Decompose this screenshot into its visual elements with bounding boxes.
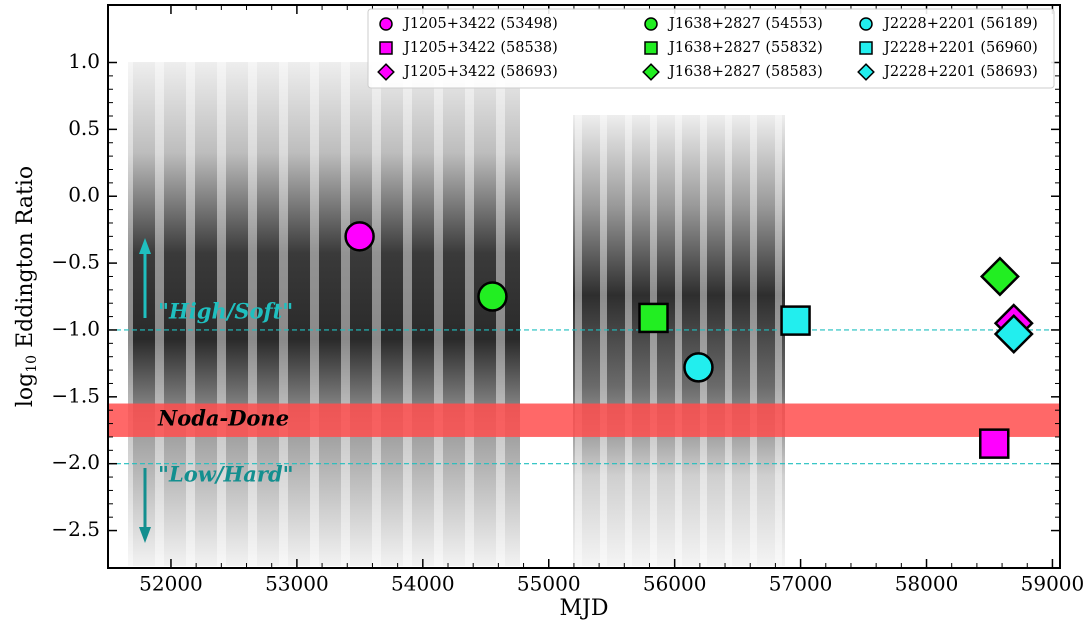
data-point [344, 221, 375, 252]
y-tick-label: 0.0 [68, 183, 100, 207]
y-tick-label: −2.0 [51, 450, 100, 474]
legend-label: J1205+3422 (58693) [402, 64, 558, 80]
regime-label: "Low/Hard" [158, 462, 294, 487]
legend-marker [379, 17, 393, 31]
density-background [128, 62, 785, 566]
y-tick-label: −2.5 [51, 517, 100, 541]
x-tick-label: 56000 [643, 572, 707, 596]
legend-label: J1638+2827 (55832) [667, 40, 823, 56]
y-tick-label: −0.5 [51, 250, 100, 274]
x-tick-label: 53000 [265, 572, 329, 596]
y-axis-label: log10 Eddington Ratio [13, 166, 40, 407]
legend: J1205+3422 (53498) J1205+3422 (58538) J120… [367, 8, 1055, 89]
x-axis-label: MJD [560, 596, 609, 621]
x-tick-label: 54000 [391, 572, 455, 596]
data-point [979, 256, 1020, 297]
arrows [139, 238, 151, 543]
data-point [477, 281, 508, 312]
legend-marker [644, 41, 658, 55]
data-point [780, 305, 811, 336]
data-point [993, 314, 1034, 354]
data-point [638, 302, 669, 334]
regime-label: "High/Soft" [158, 299, 293, 324]
y-tick-label: −1.0 [51, 316, 100, 340]
legend-label: J1638+2827 (58583) [667, 64, 823, 80]
y-axis-label-part: Eddington Ratio [13, 166, 38, 355]
y-tick-label: −1.5 [51, 383, 100, 407]
legend-marker [644, 17, 658, 31]
legend-marker [857, 63, 875, 81]
legend-label: J1205+3422 (53498) [402, 16, 558, 32]
legend-label: J2228+2201 (58693) [882, 64, 1038, 80]
legend-label: J2228+2201 (56189) [882, 16, 1038, 32]
x-tick-label: 57000 [769, 572, 833, 596]
legend-label: J2228+2201 (56960) [882, 40, 1038, 56]
y-axis-label-part: log [13, 373, 38, 407]
legend-marker [642, 63, 660, 81]
x-tick-label: 52000 [139, 572, 203, 596]
legend-marker [377, 63, 395, 81]
noda-done-band [108, 403, 1060, 437]
x-tick-label: 55000 [517, 572, 581, 596]
band-label: Noda-Done [157, 406, 289, 431]
x-tick-label: 59000 [1021, 572, 1085, 596]
data-point [683, 352, 714, 383]
x-tick-label: 58000 [895, 572, 959, 596]
legend-marker [859, 17, 873, 31]
legend-marker [379, 41, 393, 55]
legend-label: J1638+2827 (54553) [667, 16, 823, 32]
legend-label: J1205+3422 (58538) [402, 40, 558, 56]
legend-marker [859, 41, 873, 55]
plot-frame [107, 4, 1061, 569]
y-axis-label-part: 10 [24, 355, 40, 373]
y-tick-label: 0.5 [68, 116, 100, 140]
y-tick-label: 1.0 [68, 49, 100, 73]
legend-box [367, 8, 1055, 89]
data-point [979, 428, 1010, 459]
